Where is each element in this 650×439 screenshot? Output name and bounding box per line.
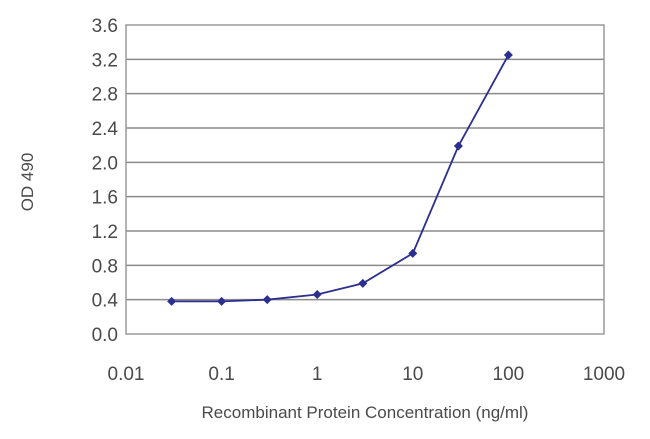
x-tick-label: 10 bbox=[402, 364, 423, 385]
data-point bbox=[262, 295, 272, 305]
data-point bbox=[503, 50, 513, 60]
x-tick-label: 1 bbox=[312, 364, 323, 385]
gridlines bbox=[126, 58, 604, 301]
y-tick-label: 1.2 bbox=[92, 222, 118, 243]
data-point bbox=[167, 296, 177, 306]
y-tick-label: 3.6 bbox=[92, 16, 118, 37]
y-tick-label: 2.0 bbox=[92, 153, 118, 174]
y-tick-label: 0.4 bbox=[92, 291, 119, 312]
data-point bbox=[217, 296, 227, 306]
plot-border bbox=[125, 24, 605, 335]
y-tick-label: 0.0 bbox=[92, 325, 118, 346]
y-axis-title: OD 490 bbox=[18, 153, 37, 212]
series-line bbox=[171, 54, 510, 303]
y-tick-label: 0.8 bbox=[92, 256, 118, 277]
plot-area bbox=[126, 25, 604, 334]
y-tick-labels: 0.0 0.4 0.8 1.2 1.6 2.0 2.4 2.8 3.2 3.6 bbox=[92, 16, 119, 346]
y-tick-label: 1.6 bbox=[92, 188, 118, 209]
x-tick-label: 0.01 bbox=[108, 364, 145, 385]
x-tick-label: 100 bbox=[493, 364, 525, 385]
data-point bbox=[312, 290, 322, 300]
x-tick-label: 0.1 bbox=[208, 364, 234, 385]
series-group bbox=[167, 50, 513, 306]
data-point bbox=[453, 141, 463, 151]
y-tick-label: 3.2 bbox=[92, 50, 118, 71]
data-point bbox=[358, 278, 368, 288]
data-point bbox=[408, 248, 418, 258]
y-tick-label: 2.4 bbox=[92, 119, 119, 140]
x-axis-title: Recombinant Protein Concentration (ng/ml… bbox=[202, 403, 529, 422]
y-tick-label: 2.8 bbox=[92, 85, 118, 106]
x-tick-label: 1000 bbox=[583, 364, 625, 385]
x-tick-labels: 0.01 0.1 1 10 100 1000 bbox=[108, 364, 626, 385]
